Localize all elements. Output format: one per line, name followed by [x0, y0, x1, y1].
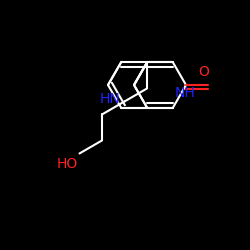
Text: O: O [199, 65, 209, 79]
Text: HO: HO [56, 158, 78, 172]
Text: HN: HN [100, 92, 120, 106]
Text: NH: NH [175, 86, 196, 100]
